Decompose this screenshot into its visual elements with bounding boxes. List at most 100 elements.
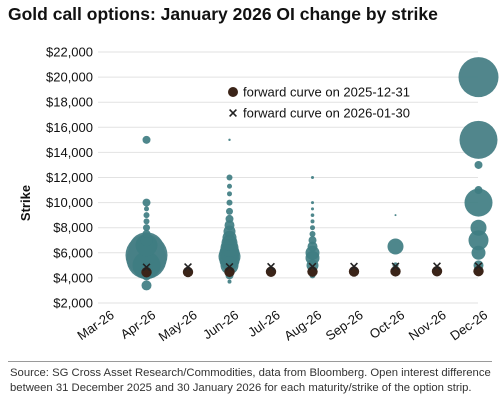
y-tick-labels: $2,000 $4,000 $6,000 $8,000 $10,000 $12,000 $1… xyxy=(46,45,93,311)
x-tick-label: Aug-26 xyxy=(281,307,324,343)
y-tick-label: $4,000 xyxy=(53,270,93,285)
oi-bubble xyxy=(308,236,317,245)
oi-bubble xyxy=(310,213,315,217)
y-tick-label: $2,000 xyxy=(53,296,93,311)
oi-bubble xyxy=(227,279,232,284)
legend-dot-marker xyxy=(228,87,238,97)
oi-bubble xyxy=(311,201,314,205)
oi-bubble xyxy=(226,174,233,181)
x-tick-label: Dec-26 xyxy=(447,307,490,343)
forward-cross-marker xyxy=(184,263,192,271)
forward-cross-marker xyxy=(474,262,483,271)
oi-bubble xyxy=(141,280,152,291)
legend-label-forward-2025-12-31: forward curve on 2025-12-31 xyxy=(243,85,410,100)
forward-dot-marker xyxy=(224,266,235,278)
oi-bubble xyxy=(458,57,499,98)
forward-dot-marker xyxy=(141,267,152,278)
y-tick-label: $22,000 xyxy=(46,45,93,60)
chart-title: Gold call options: January 2026 OI chang… xyxy=(8,4,438,24)
x-tick-label: Mar-26 xyxy=(74,307,116,343)
forward-dot-marker xyxy=(265,266,277,277)
x-tick-label: May-26 xyxy=(156,307,200,344)
y-axis-title: Strike xyxy=(18,185,33,221)
x-tick-label: Nov-26 xyxy=(406,307,449,343)
legend-cross-marker xyxy=(229,109,237,117)
cross-stroke xyxy=(184,263,192,271)
forward-curve-markers xyxy=(141,262,484,278)
forward-dot-marker xyxy=(307,266,318,277)
y-tick-label: $16,000 xyxy=(46,120,93,135)
oi-bubble xyxy=(309,230,316,237)
forward-cross-marker xyxy=(142,263,151,272)
oi-bubble xyxy=(311,176,314,179)
oi-bubble xyxy=(474,186,483,195)
oi-bubble xyxy=(225,214,234,223)
cross-stroke xyxy=(350,262,358,271)
forward-dot-marker xyxy=(473,265,484,277)
oi-bubble xyxy=(474,160,483,169)
forward-cross-marker xyxy=(225,262,234,271)
oi-bubble xyxy=(132,251,161,280)
oi-bubble xyxy=(471,245,486,260)
x-tick-label: Jun-26 xyxy=(200,307,241,342)
y-tick-label: $18,000 xyxy=(46,95,93,110)
oi-bubble xyxy=(468,230,489,251)
cross-stroke xyxy=(433,262,441,271)
y-tick-label: $12,000 xyxy=(46,170,93,185)
y-tick-label: $10,000 xyxy=(46,195,93,210)
oi-bubble xyxy=(227,183,232,189)
oi-bubble xyxy=(459,120,498,159)
oi-bubble xyxy=(311,207,314,211)
forward-dot-marker xyxy=(431,266,443,277)
legend-cross-shape xyxy=(229,109,237,117)
cross-stroke xyxy=(142,263,151,272)
oi-bubble xyxy=(144,206,149,212)
legend-label-forward-2026-01-30: forward curve on 2026-01-30 xyxy=(243,106,410,121)
chart-plot: $2,000 $4,000 $6,000 $8,000 $10,000 $12,000 $1… xyxy=(18,45,499,344)
cross-stroke xyxy=(229,109,237,117)
oi-bubble xyxy=(387,238,404,255)
forward-cross-marker xyxy=(350,262,358,271)
cross-stroke xyxy=(225,262,234,271)
oi-bubble xyxy=(224,220,235,231)
x-tick-label: Apr-26 xyxy=(118,307,159,342)
oi-bubble xyxy=(464,188,493,217)
oi-change-bubbles xyxy=(125,57,499,291)
oi-bubble xyxy=(310,219,315,224)
forward-cross-marker xyxy=(308,262,317,271)
y-tick-label: $6,000 xyxy=(53,245,93,260)
forward-cross-marker xyxy=(391,262,400,271)
oi-bubble xyxy=(143,212,150,219)
x-tick-label: Oct-26 xyxy=(367,307,408,342)
source-note: Source: SG Cross Asset Research/Commodit… xyxy=(10,367,491,394)
y-tick-label: $14,000 xyxy=(46,145,93,160)
forward-dot-marker xyxy=(182,266,194,278)
cross-stroke xyxy=(308,262,317,271)
x-tick-label: Sep-26 xyxy=(323,307,366,343)
footer-divider xyxy=(8,361,492,362)
oi-bubble xyxy=(310,225,315,231)
grid-lines xyxy=(98,51,478,304)
cross-stroke xyxy=(474,262,483,271)
oi-bubble xyxy=(142,198,151,207)
x-tick-label: Jul-26 xyxy=(245,307,283,340)
oi-bubble xyxy=(226,207,233,215)
oi-bubble xyxy=(227,191,232,197)
oi-bubble xyxy=(143,224,150,232)
y-tick-label: $20,000 xyxy=(46,70,93,85)
cross-stroke xyxy=(267,262,275,271)
oi-bubble xyxy=(470,219,487,236)
forward-cross-marker xyxy=(433,262,441,271)
y-tick-label: $8,000 xyxy=(53,220,93,235)
cross-stroke xyxy=(391,262,400,271)
legend: forward curve on 2025-12-31 forward curv… xyxy=(228,85,410,121)
oi-bubble xyxy=(307,241,318,252)
forward-cross-marker xyxy=(267,262,275,271)
forward-dot-marker xyxy=(390,266,401,277)
oi-bubble xyxy=(142,229,151,238)
oi-bubble xyxy=(142,135,151,144)
oi-bubble xyxy=(228,138,231,142)
oi-bubble xyxy=(226,199,233,206)
